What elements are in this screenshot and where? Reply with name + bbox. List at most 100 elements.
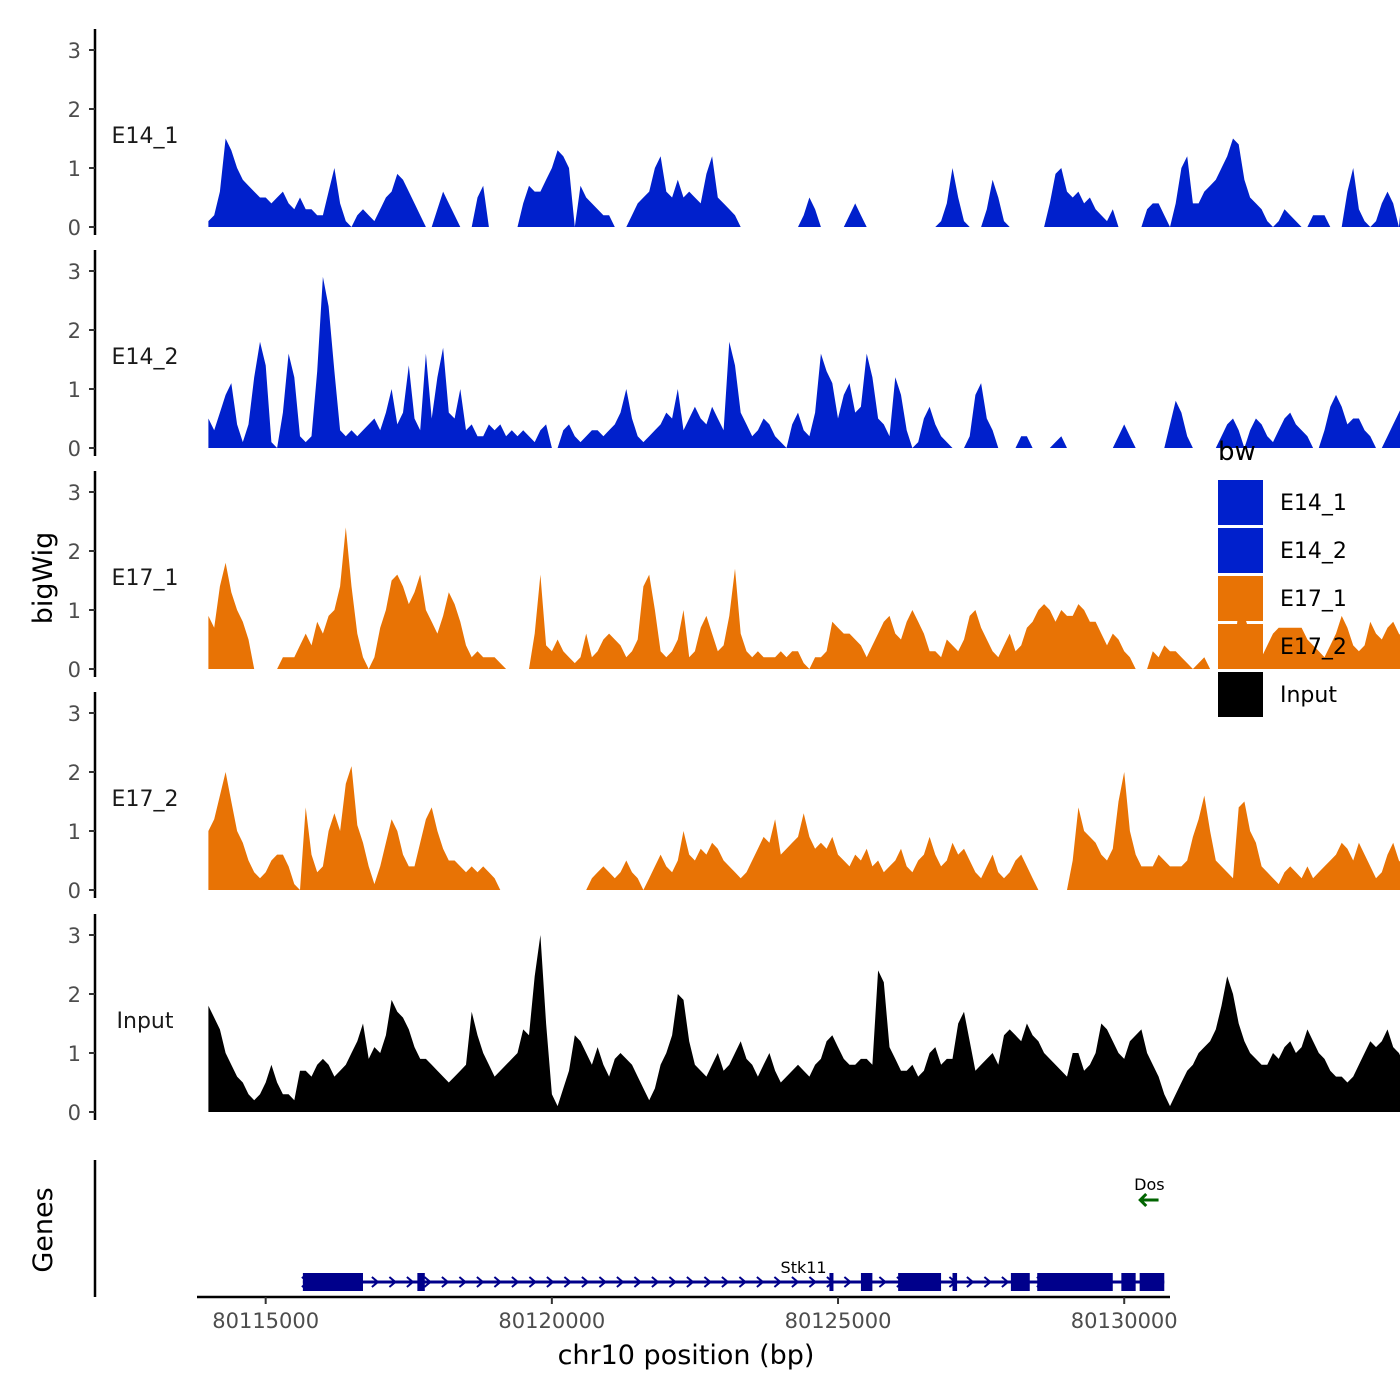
y-tick-label: 3 <box>68 481 81 505</box>
x-tick-label: 80130000 <box>1071 1309 1178 1333</box>
exon <box>898 1273 942 1291</box>
strand-chevron <box>598 1276 607 1288</box>
strand-chevron <box>581 1276 590 1288</box>
strand-chevron <box>458 1276 467 1288</box>
y-tick-label: 2 <box>68 540 81 564</box>
track-label: E17_1 <box>112 566 179 591</box>
y-tick-label: 2 <box>68 983 81 1007</box>
legend-label: Input <box>1280 683 1337 708</box>
legend-label: E14_2 <box>1280 539 1347 564</box>
y-axis-title: bigWig <box>28 532 59 625</box>
signal-area-E14_1 <box>208 138 1400 227</box>
y-tick-label: 1 <box>68 820 81 844</box>
gene-panel-title: Genes <box>28 1187 59 1272</box>
y-tick-label: 1 <box>68 599 81 623</box>
gene-label: Stk11 <box>781 1258 827 1277</box>
strand-chevron <box>633 1276 642 1288</box>
exon <box>860 1273 873 1291</box>
legend-swatch-E17_2 <box>1218 624 1263 669</box>
exon <box>1139 1273 1165 1291</box>
strand-chevron <box>371 1276 380 1288</box>
y-tick-label: 2 <box>68 761 81 785</box>
strand-chevron <box>808 1276 817 1288</box>
legend-swatch-Input <box>1218 672 1263 717</box>
y-tick-label: 0 <box>68 1101 81 1125</box>
y-tick-label: 0 <box>68 658 81 682</box>
strand-chevron <box>756 1276 765 1288</box>
strand-chevron <box>441 1276 450 1288</box>
y-tick-label: 0 <box>68 216 81 240</box>
strand-chevron <box>423 1276 432 1288</box>
signal-area-E17_1 <box>208 527 1400 669</box>
strand-chevron <box>476 1276 485 1288</box>
x-tick-label: 80120000 <box>498 1309 605 1333</box>
strand-chevron <box>721 1276 730 1288</box>
track-E14_1: 0 1 2 3 E14_1 <box>68 29 1400 240</box>
strand-chevron <box>528 1276 537 1288</box>
track-label: Input <box>117 1009 174 1034</box>
strand-chevron <box>966 1276 975 1288</box>
strand-chevron <box>546 1276 555 1288</box>
gene-label: Dos <box>1134 1175 1164 1194</box>
strand-chevron <box>511 1276 520 1288</box>
strand-chevron <box>773 1276 782 1288</box>
strand-chevron <box>668 1276 677 1288</box>
legend-swatch-E17_1 <box>1218 576 1263 621</box>
x-axis: 80115000 80120000 80125000 80130000 <box>197 1295 1178 1333</box>
y-tick-label: 3 <box>68 260 81 284</box>
exon <box>1121 1273 1136 1291</box>
track-E14_2: 0 1 2 3 E14_2 <box>68 250 1400 461</box>
y-tick-label: 1 <box>68 378 81 402</box>
bigwig-tracks: 0 1 2 3 E14_1 0 1 2 3 E14_2 0 1 2 3 E17_1 0 1 2 3 E17_2 0 1 2 3… <box>68 29 1400 1125</box>
track-label: E17_2 <box>112 787 179 812</box>
y-tick-label: 3 <box>68 924 81 948</box>
strand-chevron <box>616 1276 625 1288</box>
signal-area-Input <box>208 935 1400 1112</box>
strand-chevron <box>878 1276 887 1288</box>
signal-area-E17_2 <box>208 766 1400 890</box>
signal-area-E14_2 <box>208 276 1400 448</box>
exon <box>417 1273 425 1291</box>
legend-label: E17_2 <box>1280 635 1347 660</box>
legend-label: E17_1 <box>1280 587 1347 612</box>
strand-chevron <box>563 1276 572 1288</box>
exon <box>952 1273 958 1291</box>
strand-chevron <box>1001 1276 1010 1288</box>
x-tick-label: 80125000 <box>785 1309 892 1333</box>
strand-chevron <box>493 1276 502 1288</box>
exon <box>1037 1273 1113 1291</box>
y-tick-label: 3 <box>68 702 81 726</box>
legend-title: bw <box>1218 437 1256 467</box>
gene-Stk11: Stk11 <box>301 1258 1165 1291</box>
y-tick-label: 0 <box>68 879 81 903</box>
legend-swatch-E14_1 <box>1218 480 1263 525</box>
track-E17_2: 0 1 2 3 E17_2 <box>68 692 1400 903</box>
legend-label: E14_1 <box>1280 491 1347 516</box>
strand-chevron <box>388 1276 397 1288</box>
strand-chevron <box>738 1276 747 1288</box>
strand-chevron <box>843 1276 852 1288</box>
track-Input: 0 1 2 3 Input <box>68 914 1400 1125</box>
x-axis-title: chr10 position (bp) <box>558 1340 815 1371</box>
y-tick-label: 0 <box>68 437 81 461</box>
strand-arrow <box>1138 1192 1148 1208</box>
y-tick-label: 3 <box>68 39 81 63</box>
strand-chevron <box>983 1276 992 1288</box>
strand-chevron <box>686 1276 695 1288</box>
gene-track: Stk11 Dos <box>93 1160 1165 1297</box>
exon <box>302 1273 363 1291</box>
legend: bw E14_1 E14_2 E17_1 E17_2 Input <box>1218 437 1347 717</box>
strand-chevron <box>651 1276 660 1288</box>
legend-swatch-E14_2 <box>1218 528 1263 573</box>
y-tick-label: 2 <box>68 319 81 343</box>
track-E17_1: 0 1 2 3 E17_1 <box>68 471 1400 682</box>
strand-chevron <box>406 1276 415 1288</box>
track-label: E14_2 <box>112 345 179 370</box>
exon <box>1010 1273 1030 1291</box>
gene-Dos: Dos <box>1134 1175 1165 1208</box>
x-tick-label: 80115000 <box>212 1309 319 1333</box>
strand-chevron <box>703 1276 712 1288</box>
exon <box>829 1273 834 1291</box>
y-tick-label: 1 <box>68 157 81 181</box>
